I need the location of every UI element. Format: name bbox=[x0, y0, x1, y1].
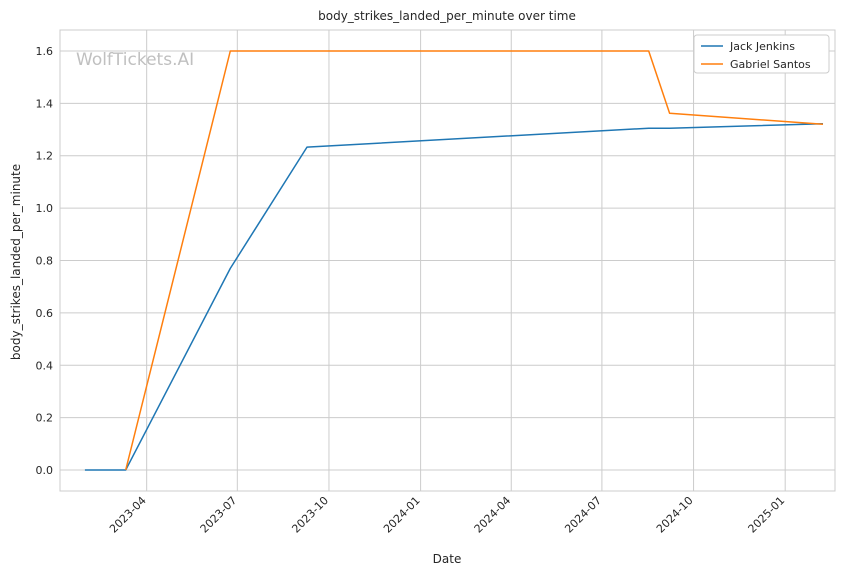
chart-title: body_strikes_landed_per_minute over time bbox=[318, 9, 576, 23]
x-axis-title: Date bbox=[433, 552, 462, 566]
legend-label: Gabriel Santos bbox=[730, 58, 811, 71]
y-tick-label: 0.0 bbox=[36, 464, 54, 477]
y-tick-label: 0.2 bbox=[36, 412, 54, 425]
legend-box bbox=[693, 34, 830, 74]
axes-frame bbox=[59, 29, 836, 492]
watermark-text: WolfTickets.AI bbox=[76, 50, 194, 70]
y-tick-label: 1.0 bbox=[36, 202, 54, 215]
series-line bbox=[124, 50, 824, 471]
y-tick-label: 1.2 bbox=[36, 150, 54, 163]
y-axis-title: body_strikes_landed_per_minute bbox=[9, 164, 23, 360]
y-tick-label: 1.4 bbox=[36, 97, 54, 110]
y-tick-label: 1.6 bbox=[36, 45, 54, 58]
y-tick-label: 0.4 bbox=[36, 359, 54, 372]
y-tick-label: 0.8 bbox=[36, 255, 54, 268]
legend-label: Jack Jenkins bbox=[729, 40, 795, 53]
y-tick-label: 0.6 bbox=[36, 307, 54, 320]
